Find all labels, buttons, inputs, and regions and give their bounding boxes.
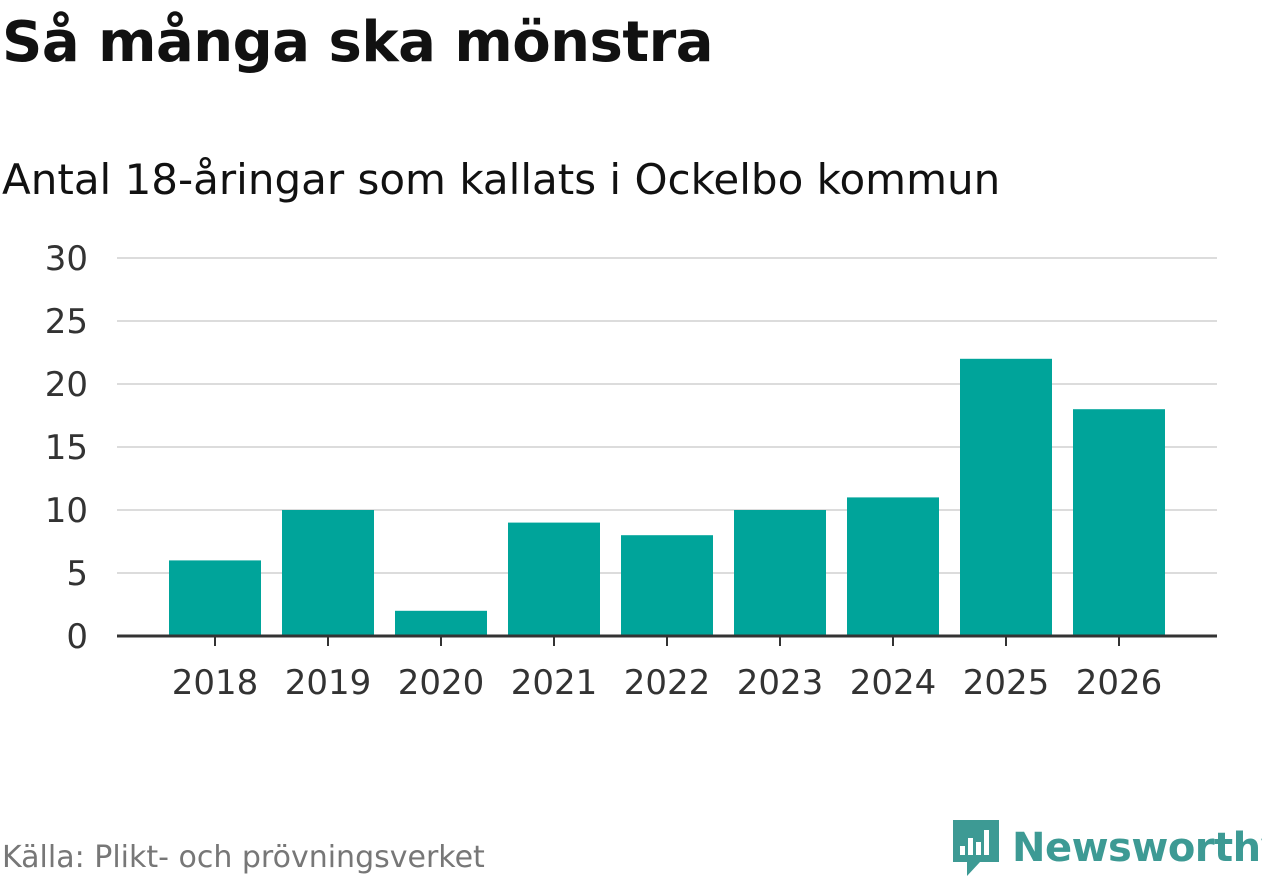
x-tick-label: 2018 [172, 663, 259, 703]
bar-chart-badge-icon [953, 820, 999, 876]
bar-2026 [1073, 409, 1165, 636]
x-tick-label: 2024 [850, 663, 937, 703]
x-tick-label: 2020 [398, 663, 485, 703]
y-tick-label: 5 [66, 554, 88, 594]
source-note: Källa: Plikt- och prövningsverket [2, 840, 485, 875]
brand-logo: Newsworthy [950, 818, 1262, 878]
bar-2024 [847, 497, 939, 636]
y-tick-label: 0 [66, 617, 88, 657]
x-tick-label: 2025 [963, 663, 1050, 703]
x-tick-label: 2021 [511, 663, 598, 703]
chart-title: Så många ska mönstra [2, 10, 714, 75]
y-tick-label: 30 [45, 239, 88, 279]
bar-2020 [395, 610, 487, 636]
y-tick-label: 15 [45, 428, 88, 468]
bar-2025 [960, 358, 1052, 636]
chart-subtitle: Antal 18-åringar som kallats i Ockelbo k… [2, 155, 1001, 204]
x-tick-label: 2019 [285, 663, 372, 703]
bar-2021 [508, 522, 600, 636]
bar-2018 [169, 560, 261, 636]
x-tick-label: 2026 [1076, 663, 1163, 703]
bar-2019 [282, 510, 374, 636]
x-tick-label: 2022 [624, 663, 711, 703]
y-tick-label: 10 [45, 491, 88, 531]
x-tick-label: 2023 [737, 663, 824, 703]
bar-2023 [734, 510, 826, 636]
brand-name: Newsworthy [1012, 825, 1262, 871]
bar-2022 [621, 535, 713, 636]
y-tick-label: 25 [45, 302, 88, 342]
y-tick-label: 20 [45, 365, 88, 405]
